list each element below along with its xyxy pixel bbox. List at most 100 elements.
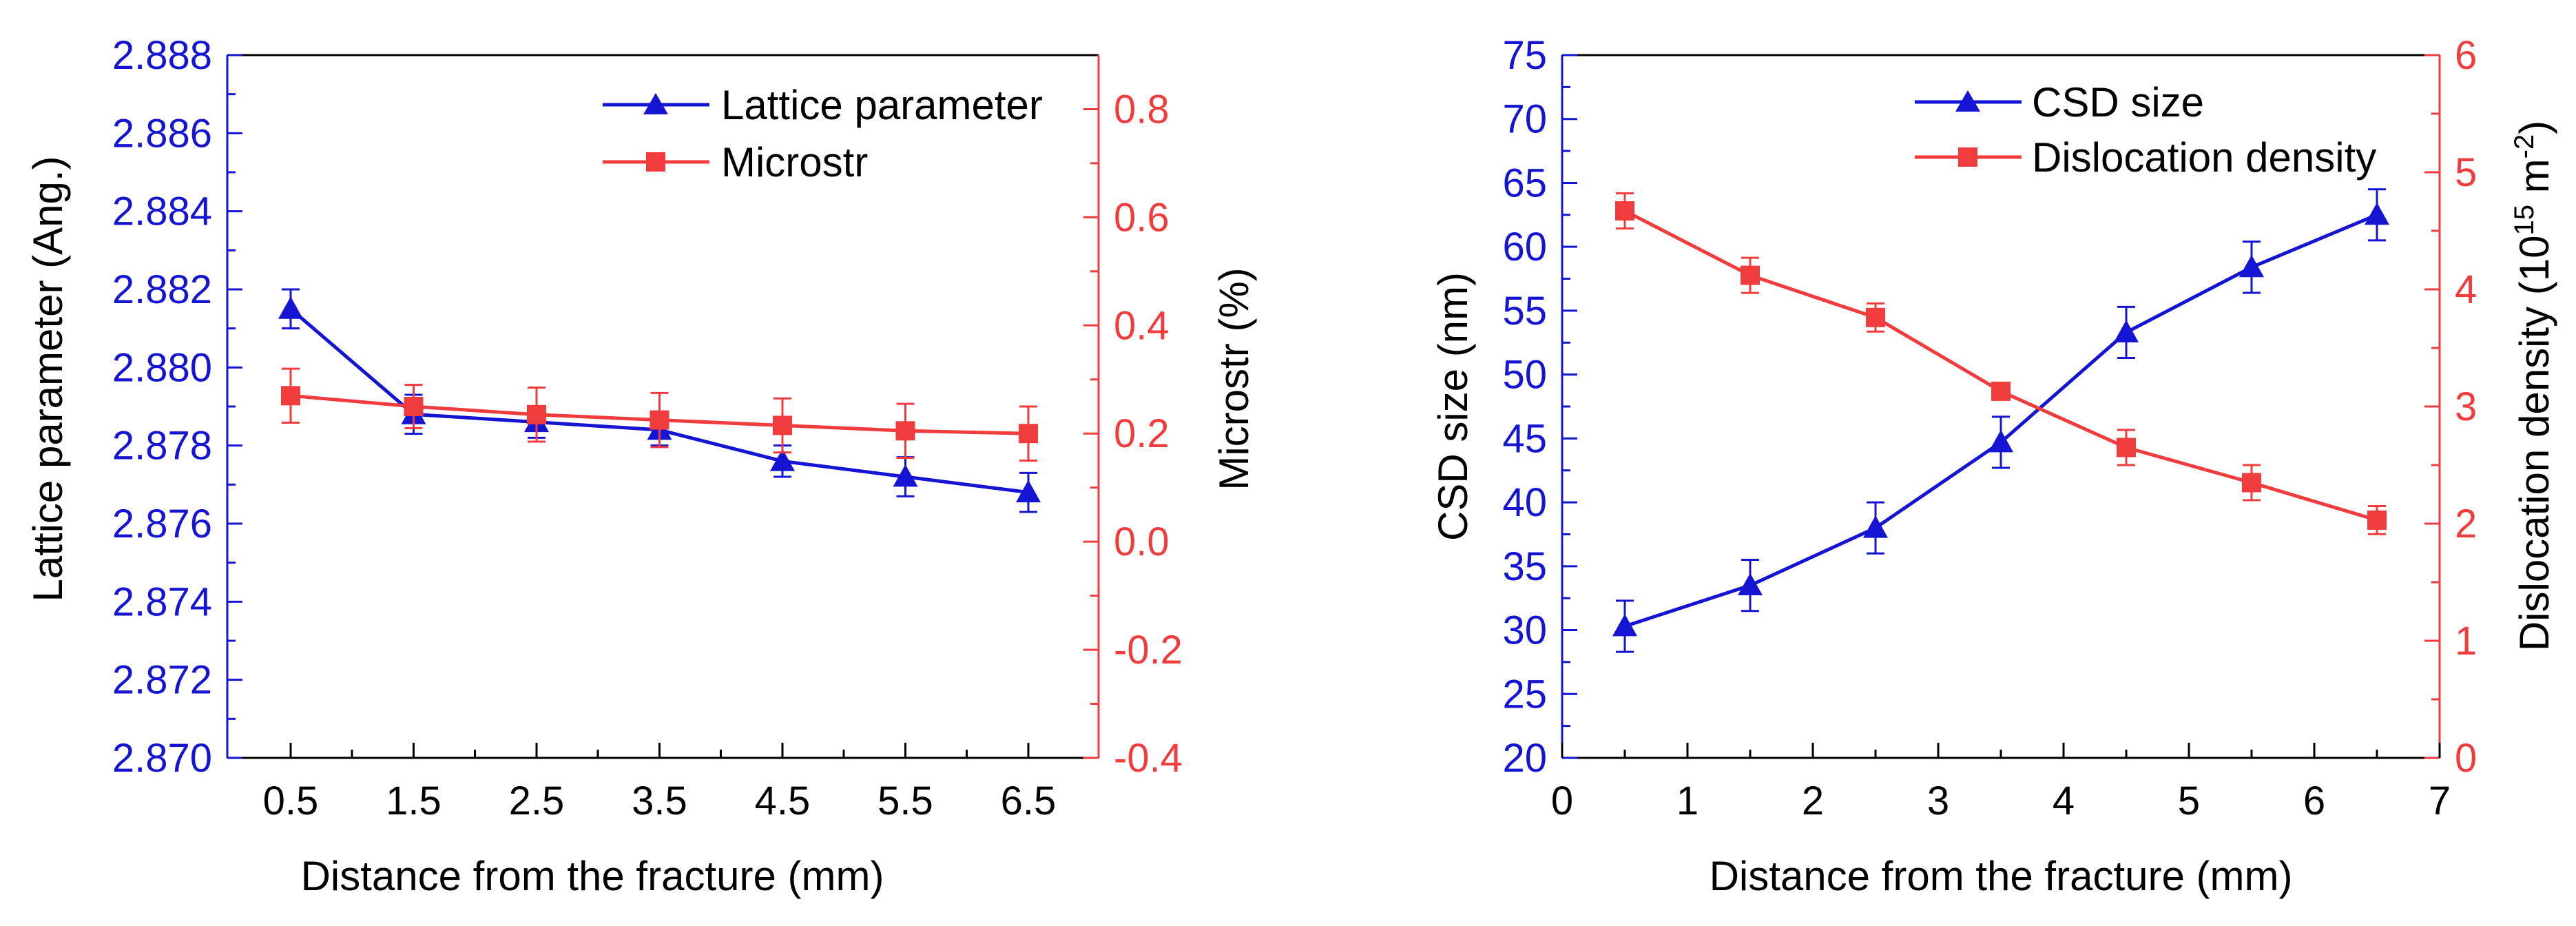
data-point-s1-p4 (773, 415, 792, 435)
left-y-tick-label: 35 (1502, 544, 1547, 589)
data-point-s0-p2 (1863, 515, 1888, 538)
data-point-s0-p0 (1612, 613, 1637, 637)
x-tick-label: 7 (2429, 779, 2451, 823)
data-point-s1-p0 (1615, 201, 1634, 221)
left-y-tick-label: 2.888 (112, 33, 212, 78)
data-point-s0-p4 (2114, 320, 2139, 342)
x-tick-label: 1 (1676, 779, 1699, 823)
left-y-tick-label: 65 (1502, 161, 1547, 205)
left-chart-marks (278, 288, 1041, 513)
right-y-tick-label: 4 (2455, 267, 2477, 312)
legend-square-marker (646, 152, 665, 172)
data-point-s0-p6 (1016, 480, 1041, 503)
data-point-s1-p2 (1866, 307, 1885, 327)
legend-triangle-marker (1955, 90, 1980, 112)
right-y-tick-label: 1 (2455, 619, 2477, 663)
x-tick-label: 2 (1802, 779, 1824, 823)
data-point-s1-p6 (1019, 424, 1038, 444)
right-chart-xlabel: Distance from the fracture (mm) (1710, 853, 2293, 899)
x-tick-label: 0.5 (263, 779, 319, 823)
x-tick-label: 5 (2178, 779, 2200, 823)
x-tick-label: 4 (2053, 779, 2075, 823)
left-chart-legend: Lattice parameter Microstr (603, 82, 1043, 185)
right-chart-ylabel-left: CSD size (nm) (1430, 272, 1476, 541)
data-point-s0-p4 (770, 449, 795, 471)
data-point-s1-p2 (527, 404, 546, 424)
data-point-s1-p5 (895, 421, 915, 441)
right-y-tick-label: -0.4 (1114, 736, 1183, 781)
right-y-tick-label: 0.8 (1114, 87, 1170, 132)
left-y-tick-label: 25 (1502, 672, 1547, 717)
left-y-tick-label: 2.886 (112, 111, 212, 156)
x-tick-label: 1.5 (386, 779, 442, 823)
x-tick-label: 6 (2303, 779, 2325, 823)
right-y-tick-label: 2 (2455, 502, 2477, 546)
legend-square-marker (1958, 147, 1977, 167)
lattice-microstrain-chart: 2.870 2.872 2.874 2.876 2.878 2.880 2.882 2.884… (25, 33, 1257, 899)
right-y-tick-label: 0 (2455, 736, 2477, 781)
data-point-s0-p5 (2239, 254, 2264, 278)
left-y-tick-label: 2.872 (112, 658, 212, 703)
left-y-tick-label: 55 (1502, 289, 1547, 333)
x-tick-label: 6.5 (1001, 779, 1057, 823)
x-tick-label: 2.5 (509, 779, 565, 823)
left-y-tick-label: 20 (1502, 736, 1547, 781)
legend-label-lattice: Lattice parameter (721, 82, 1043, 128)
data-point-s1-p6 (2367, 510, 2387, 530)
right-chart-axes (1561, 54, 2441, 759)
left-chart-ylabel-right: Microstr (%) (1211, 267, 1257, 490)
ylabel-main: Dislocation density (10 (2511, 236, 2557, 652)
left-y-tick-label: 2.878 (112, 424, 212, 469)
left-y-tick-label: 2.880 (112, 345, 212, 390)
data-point-s1-p1 (1741, 265, 1760, 285)
right-y-tick-label: 3 (2455, 384, 2477, 429)
left-y-tick-label: 2.874 (112, 579, 212, 624)
legend-label-csd: CSD size (2032, 79, 2204, 125)
data-point-s1-p5 (2242, 473, 2261, 493)
x-tick-label: 3.5 (632, 779, 687, 823)
left-chart-tick-labels: 2.870 2.872 2.874 2.876 2.878 2.880 2.882 2.884… (112, 33, 1183, 823)
left-y-tick-label: 2.876 (112, 502, 212, 546)
right-y-tick-label: 0.2 (1114, 411, 1170, 456)
left-y-tick-label: 2.884 (112, 189, 212, 234)
left-y-tick-label: 2.882 (112, 267, 212, 312)
data-point-s0-p1 (1738, 573, 1763, 596)
right-y-tick-label: 5 (2455, 150, 2477, 195)
left-y-tick-label: 60 (1502, 225, 1547, 269)
right-y-tick-label: 6 (2455, 33, 2477, 78)
data-point-s0-p0 (278, 296, 303, 319)
right-y-tick-label: -0.2 (1114, 628, 1183, 672)
left-y-tick-label: 30 (1502, 608, 1547, 653)
ylabel-exp2: -2 (2509, 134, 2539, 159)
left-y-tick-label: 45 (1502, 416, 1547, 461)
data-point-s0-p6 (2365, 202, 2389, 225)
x-tick-label: 0 (1551, 779, 1573, 823)
ylabel-end: ) (2511, 121, 2557, 134)
legend-triangle-marker (643, 93, 668, 114)
data-point-s1-p3 (1991, 381, 2011, 401)
right-y-tick-label: 0.6 (1114, 195, 1170, 240)
x-tick-label: 4.5 (755, 779, 811, 823)
ylabel-mid: m (2511, 158, 2557, 205)
legend-label-microstr: Microstr (721, 139, 868, 185)
left-y-tick-label: 40 (1502, 480, 1547, 525)
data-point-s0-p3 (1988, 429, 2013, 453)
legend-label-dislocation: Dislocation density (2032, 134, 2376, 181)
x-tick-label: 5.5 (877, 779, 933, 823)
left-y-tick-label: 70 (1502, 97, 1547, 142)
data-point-s1-p3 (650, 410, 669, 430)
x-tick-label: 3 (1927, 779, 1949, 823)
right-chart-ylabel-right: Dislocation density (1015 m-2) (2509, 121, 2557, 651)
left-y-tick-label: 2.870 (112, 736, 212, 781)
data-point-s1-p0 (281, 386, 300, 406)
right-y-tick-label: 0.0 (1114, 519, 1170, 564)
right-chart-marks (1612, 188, 2389, 653)
right-chart-legend: CSD size Dislocation density (1915, 79, 2376, 181)
data-point-s0-p5 (893, 464, 918, 487)
data-point-s1-p1 (404, 397, 424, 416)
ylabel-exp1: 15 (2509, 205, 2539, 236)
right-y-tick-label: 0.4 (1114, 303, 1170, 348)
